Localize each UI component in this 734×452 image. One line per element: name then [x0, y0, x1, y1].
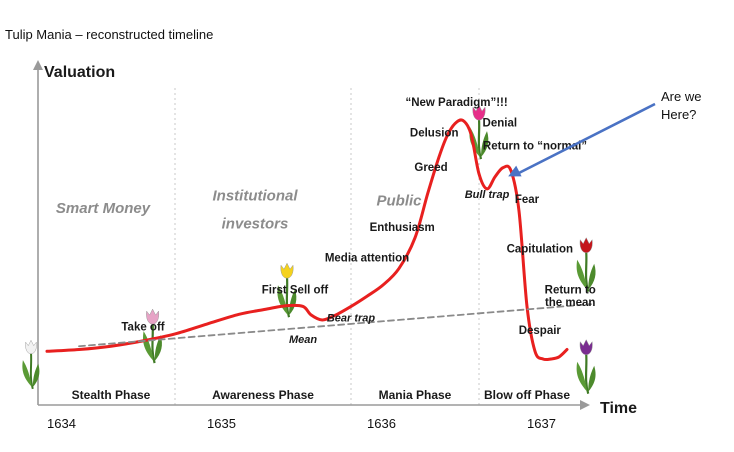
tulip-icon	[277, 262, 297, 318]
phase-annotations: Take off First Sell off Bear trap Mean Media…	[121, 97, 595, 346]
x-tick-1637: 1637	[527, 416, 556, 431]
annotation-label-1: Take off	[121, 321, 164, 333]
x-axis-arrowhead	[580, 400, 590, 410]
y-axis-arrowhead	[33, 60, 43, 70]
phase-labels: Stealth Phase Awareness Phase Mania Phase B…	[72, 388, 571, 402]
annotation-label-2: First Sell off	[262, 284, 329, 296]
phase-label-1: Stealth Phase	[72, 388, 151, 402]
tulip-icon	[576, 339, 596, 395]
annotation-label-9: “New Paradigm”!!!	[405, 97, 507, 109]
callout-arrow	[513, 102, 656, 177]
annotation-label-6: Enthusiasm	[370, 222, 435, 234]
annotation-label-17: Despair	[519, 325, 562, 337]
y-axis-label: Valuation	[44, 64, 115, 81]
chart-title: Tulip Mania – reconstructed timeline	[5, 27, 213, 42]
participant-label-3: investors	[222, 215, 289, 232]
tulip-icon	[22, 339, 40, 390]
annotation-label-15: Return to	[545, 284, 596, 296]
callout: Are we Here?	[508, 89, 701, 177]
annotation-label-8: Delusion	[410, 128, 459, 140]
annotation-label-13: Fear	[515, 194, 540, 206]
series-lines	[45, 118, 592, 362]
x-tick-1635: 1635	[207, 416, 236, 431]
callout-text-2: Here?	[661, 107, 696, 122]
x-axis-label: Time	[600, 400, 637, 417]
tulip-icon	[469, 104, 489, 160]
phase-label-2: Awareness Phase	[212, 388, 314, 402]
annotation-label-5: Media attention	[325, 253, 409, 265]
x-tick-labels: 1634 1635 1636 1637	[47, 416, 556, 431]
annotation-label-16: the mean	[545, 297, 596, 309]
annotation-label-10: Denial	[483, 117, 518, 129]
participant-label-4: Public	[376, 192, 422, 209]
x-tick-1636: 1636	[367, 416, 396, 431]
annotation-label-12: Bull trap	[465, 189, 510, 201]
annotation-label-14: Capitulation	[507, 244, 573, 256]
annotation-label-4: Mean	[289, 334, 317, 346]
x-tick-1634: 1634	[47, 416, 76, 431]
callout-arrowhead	[508, 165, 522, 177]
callout-text-1: Are we	[661, 89, 701, 104]
mean-line	[78, 303, 592, 348]
annotation-label-11: Return to “normal”	[483, 140, 587, 152]
participant-label-1: Smart Money	[56, 200, 151, 217]
annotation-label-7: Greed	[414, 162, 447, 174]
tulip-icon	[576, 237, 596, 293]
tulip-illustrations	[22, 104, 596, 395]
annotation-label-3: Bear trap	[327, 312, 376, 324]
participant-label-2: Institutional	[213, 187, 299, 204]
participant-labels: Smart Money Institutional investors Public	[56, 187, 422, 232]
tulip-icon	[143, 308, 162, 364]
valuation-line	[45, 118, 569, 362]
phase-label-3: Mania Phase	[379, 388, 452, 402]
phase-label-4: Blow off Phase	[484, 388, 570, 402]
